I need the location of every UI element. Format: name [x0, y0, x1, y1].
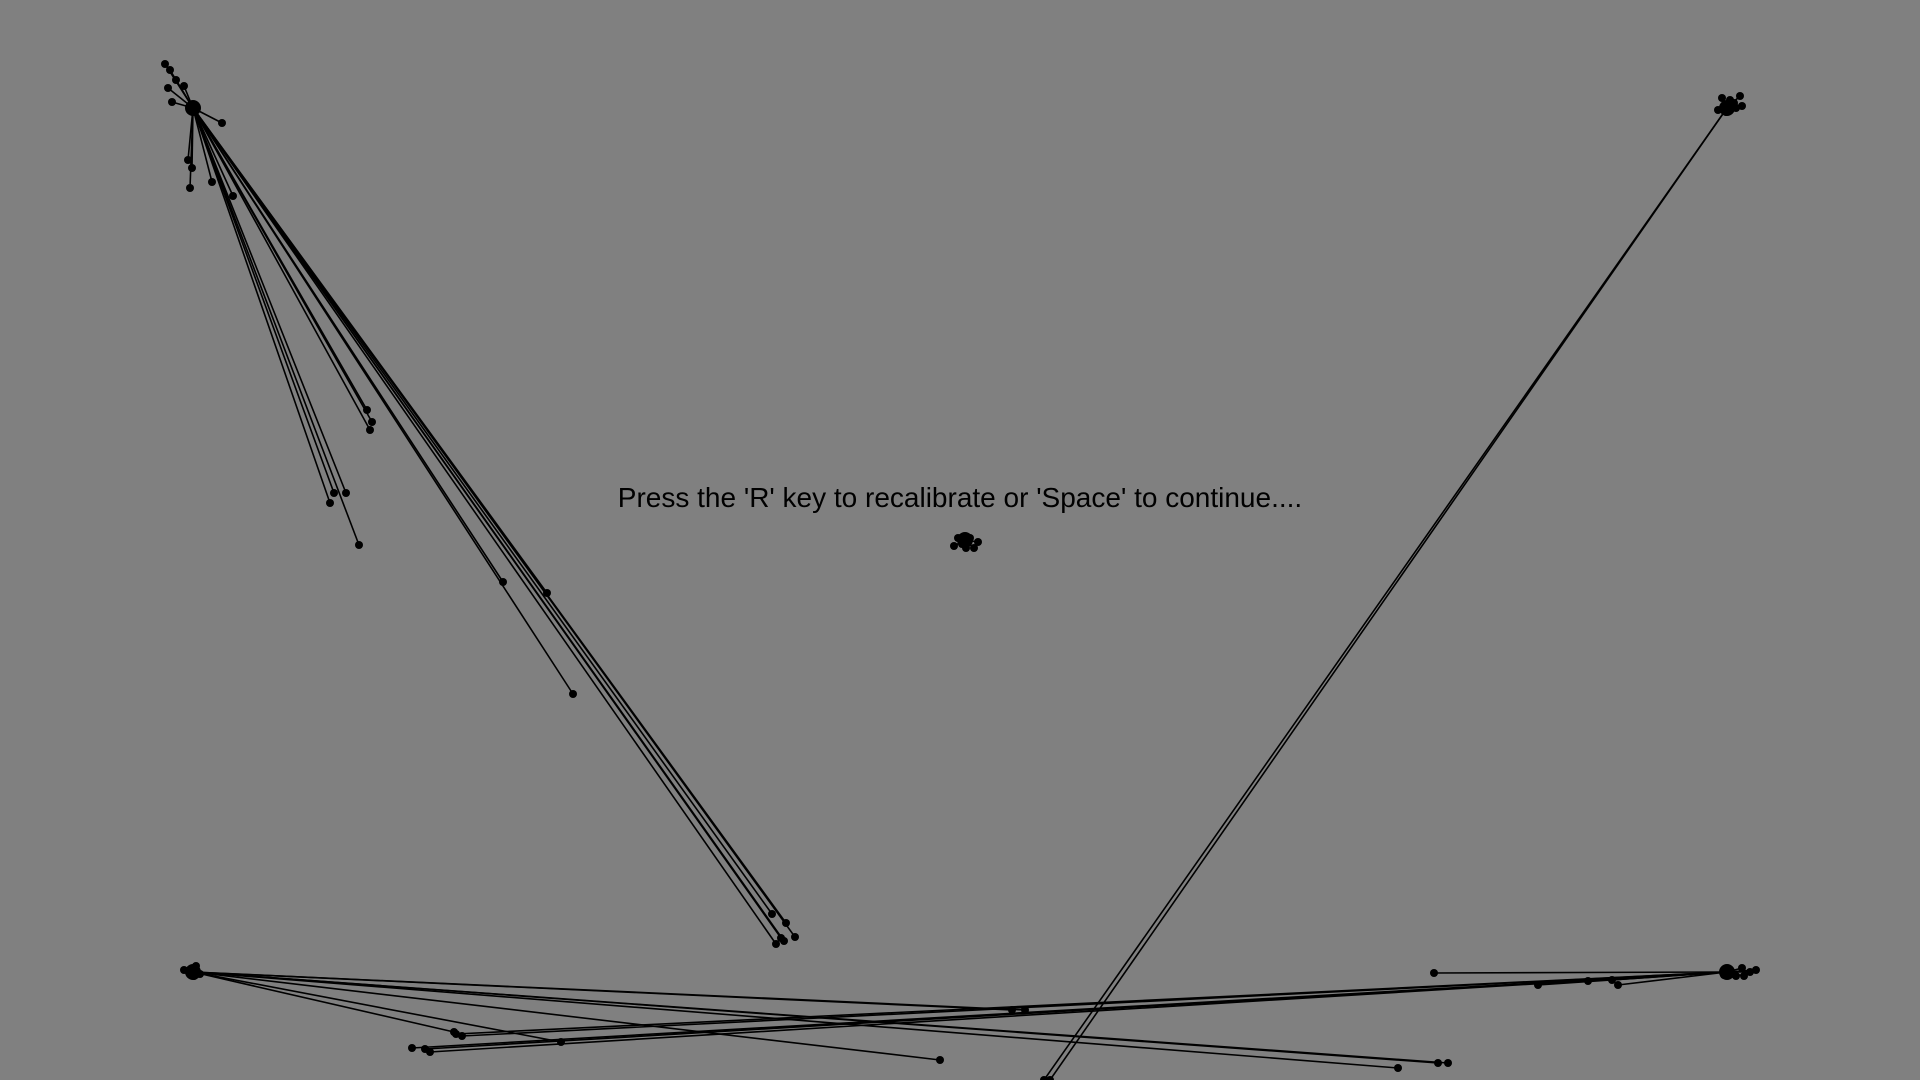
gaze-sample-dot: [366, 426, 374, 434]
gaze-error-line: [192, 107, 785, 942]
gaze-error-line: [1043, 107, 1728, 1080]
gaze-error-line: [192, 107, 373, 423]
gaze-dots-group: [161, 60, 1760, 1080]
gaze-error-line: [192, 971, 1026, 1011]
gaze-sample-dot: [161, 60, 169, 68]
gaze-sample-dot: [954, 534, 962, 542]
gaze-sample-dot: [780, 937, 788, 945]
gaze-sample-dot: [208, 178, 216, 186]
gaze-error-line: [192, 107, 777, 945]
gaze-sample-dot: [1738, 102, 1746, 110]
gaze-sample-dot: [330, 489, 338, 497]
gaze-sample-dot: [363, 406, 371, 414]
gaze-sample-dot: [1021, 1006, 1029, 1014]
gaze-sample-dot: [1046, 1076, 1054, 1080]
gaze-sample-dot: [1434, 1059, 1442, 1067]
gaze-sample-dot: [184, 156, 192, 164]
gaze-sample-dot: [768, 910, 776, 918]
gaze-sample-dot: [962, 544, 970, 552]
gaze-sample-dot: [1040, 1076, 1048, 1080]
gaze-error-line: [192, 107, 335, 494]
gaze-sample-dot: [426, 1048, 434, 1056]
gaze-sample-dot: [408, 1044, 416, 1052]
gaze-sample-dot: [188, 164, 196, 172]
gaze-sample-dot: [180, 82, 188, 90]
gaze-error-line: [1617, 971, 1728, 986]
gaze-sample-dot: [186, 184, 194, 192]
gaze-sample-dot: [569, 690, 577, 698]
gaze-sample-dot: [1740, 972, 1748, 980]
gaze-sample-dot: [772, 940, 780, 948]
gaze-sample-dot: [172, 76, 180, 84]
gaze-sample-dot: [166, 66, 174, 74]
calibration-target-top-left: [185, 100, 201, 116]
gaze-sample-dot: [1752, 966, 1760, 974]
gaze-error-line: [192, 107, 347, 494]
gaze-sample-dot: [543, 589, 551, 597]
gaze-sample-dot: [1614, 981, 1622, 989]
gaze-sample-dot: [974, 538, 982, 546]
gaze-error-line: [1433, 971, 1728, 974]
gaze-sample-dot: [966, 534, 974, 542]
gaze-sample-dot: [164, 84, 172, 92]
gaze-sample-dot: [499, 578, 507, 586]
gaze-sample-dot: [1738, 964, 1746, 972]
gaze-error-line: [192, 107, 773, 915]
gaze-error-line: [461, 971, 1728, 1037]
gaze-sample-dot: [1430, 969, 1438, 977]
gaze-sample-dot: [1726, 966, 1734, 974]
gaze-sample-dot: [168, 98, 176, 106]
gaze-error-line: [192, 107, 787, 924]
gaze-sample-dot: [1008, 1006, 1016, 1014]
gaze-error-line: [192, 107, 213, 183]
gaze-sample-dot: [950, 542, 958, 550]
gaze-sample-dot: [1534, 981, 1542, 989]
gaze-error-line: [189, 107, 194, 189]
gaze-lines-group: [164, 63, 1757, 1080]
gaze-error-line: [192, 107, 574, 695]
gaze-sample-dot: [1714, 106, 1722, 114]
gaze-sample-dot: [192, 962, 200, 970]
gaze-error-line: [429, 971, 1728, 1053]
gaze-sample-dot: [1720, 971, 1728, 979]
gaze-sample-dot: [557, 1038, 565, 1046]
gaze-error-line: [192, 107, 371, 431]
gaze-sample-dot: [1732, 972, 1740, 980]
gaze-sample-dot: [1608, 976, 1616, 984]
gaze-sample-dot: [1584, 977, 1592, 985]
gaze-sample-dot: [791, 933, 799, 941]
gaze-sample-dot: [458, 1032, 466, 1040]
gaze-sample-dot: [218, 119, 226, 127]
gaze-sample-dot: [936, 1056, 944, 1064]
gaze-sample-dot: [1736, 92, 1744, 100]
gaze-sample-dot: [970, 544, 978, 552]
gaze-sample-dot: [355, 541, 363, 549]
gaze-error-line: [192, 971, 455, 1033]
gaze-error-line: [192, 107, 360, 546]
gaze-sample-dot: [326, 499, 334, 507]
gaze-sample-dot: [1730, 99, 1738, 107]
gaze-sample-dot: [190, 972, 198, 980]
gaze-sample-dot: [342, 489, 350, 497]
gaze-sample-dot: [180, 966, 188, 974]
gaze-sample-dot: [1718, 94, 1726, 102]
gaze-error-line: [1049, 107, 1728, 1080]
gaze-sample-dot: [368, 418, 376, 426]
gaze-sample-dot: [1722, 108, 1730, 116]
gaze-error-line: [192, 107, 331, 504]
gaze-sample-dot: [782, 919, 790, 927]
gaze-error-line: [411, 971, 1728, 1049]
gaze-error-line: [192, 971, 941, 1061]
gaze-error-line: [192, 971, 562, 1043]
gaze-error-line: [192, 971, 1399, 1069]
gaze-sample-dot: [1444, 1059, 1452, 1067]
gaze-sample-dot: [229, 192, 237, 200]
gaze-sample-dot: [1394, 1064, 1402, 1072]
